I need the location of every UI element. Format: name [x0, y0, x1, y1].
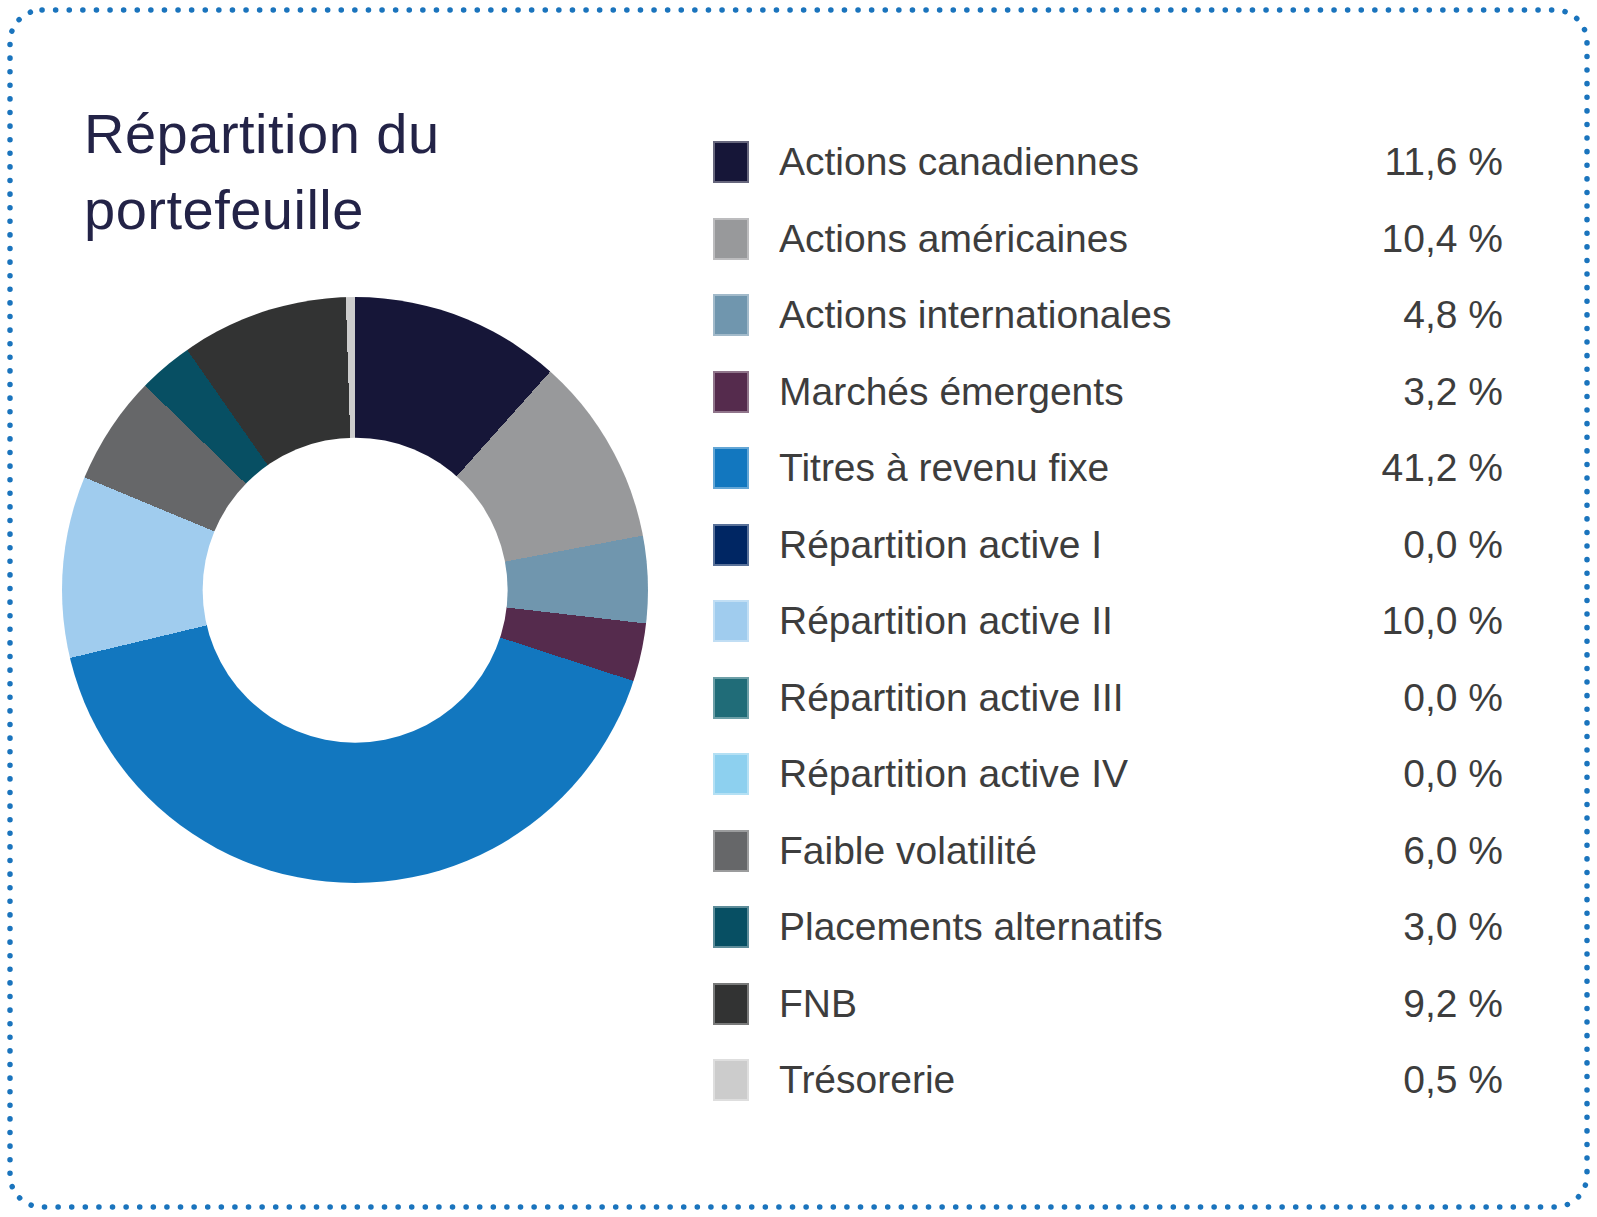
legend-row: Titres à revenu fixe 41,2 % [713, 430, 1503, 507]
legend-swatch [713, 141, 749, 183]
legend-value: 6,0 % [1373, 829, 1503, 873]
legend-label: Faible volatilité [779, 829, 1373, 873]
legend: Actions canadiennes 11,6 % Actions améri… [713, 124, 1503, 1119]
portfolio-allocation-card: Répartition du portefeuille Actions cana… [0, 0, 1597, 1217]
legend-value: 41,2 % [1373, 446, 1503, 490]
legend-label: Titres à revenu fixe [779, 446, 1373, 490]
legend-row: Actions canadiennes 11,6 % [713, 124, 1503, 201]
legend-swatch [713, 830, 749, 872]
donut-chart [62, 297, 648, 883]
legend-swatch [713, 371, 749, 413]
legend-swatch [713, 677, 749, 719]
legend-swatch [713, 447, 749, 489]
legend-value: 11,6 % [1373, 140, 1503, 184]
legend-label: Actions internationales [779, 293, 1373, 337]
legend-value: 10,4 % [1373, 217, 1503, 261]
legend-swatch [713, 600, 749, 642]
legend-swatch [713, 218, 749, 260]
legend-label: Répartition active II [779, 599, 1373, 643]
legend-value: 4,8 % [1373, 293, 1503, 337]
legend-value: 9,2 % [1373, 982, 1503, 1026]
legend-label: FNB [779, 982, 1373, 1026]
legend-label: Marchés émergents [779, 370, 1373, 414]
legend-row: Répartition active I 0,0 % [713, 507, 1503, 584]
legend-row: Répartition active II 10,0 % [713, 583, 1503, 660]
legend-swatch [713, 906, 749, 948]
legend-label: Actions américaines [779, 217, 1373, 261]
legend-label: Actions canadiennes [779, 140, 1373, 184]
chart-title: Répartition du portefeuille [84, 96, 514, 247]
legend-swatch [713, 1059, 749, 1101]
legend-value: 0,0 % [1373, 676, 1503, 720]
legend-value: 0,0 % [1373, 752, 1503, 796]
legend-label: Répartition active I [779, 523, 1373, 567]
legend-swatch [713, 294, 749, 336]
donut-hole [203, 438, 508, 743]
legend-row: Actions internationales 4,8 % [713, 277, 1503, 354]
legend-value: 3,2 % [1373, 370, 1503, 414]
legend-row: Placements alternatifs 3,0 % [713, 889, 1503, 966]
legend-row: Actions américaines 10,4 % [713, 201, 1503, 278]
legend-row: Marchés émergents 3,2 % [713, 354, 1503, 431]
legend-row: FNB 9,2 % [713, 966, 1503, 1043]
legend-value: 0,0 % [1373, 523, 1503, 567]
legend-swatch [713, 753, 749, 795]
legend-swatch [713, 983, 749, 1025]
legend-row: Faible volatilité 6,0 % [713, 813, 1503, 890]
legend-label: Répartition active IV [779, 752, 1373, 796]
legend-swatch [713, 524, 749, 566]
legend-value: 0,5 % [1373, 1058, 1503, 1102]
legend-label: Placements alternatifs [779, 905, 1373, 949]
legend-row: Trésorerie 0,5 % [713, 1042, 1503, 1119]
legend-value: 10,0 % [1373, 599, 1503, 643]
legend-row: Répartition active III 0,0 % [713, 660, 1503, 737]
legend-value: 3,0 % [1373, 905, 1503, 949]
legend-label: Répartition active III [779, 676, 1373, 720]
legend-label: Trésorerie [779, 1058, 1373, 1102]
legend-row: Répartition active IV 0,0 % [713, 736, 1503, 813]
